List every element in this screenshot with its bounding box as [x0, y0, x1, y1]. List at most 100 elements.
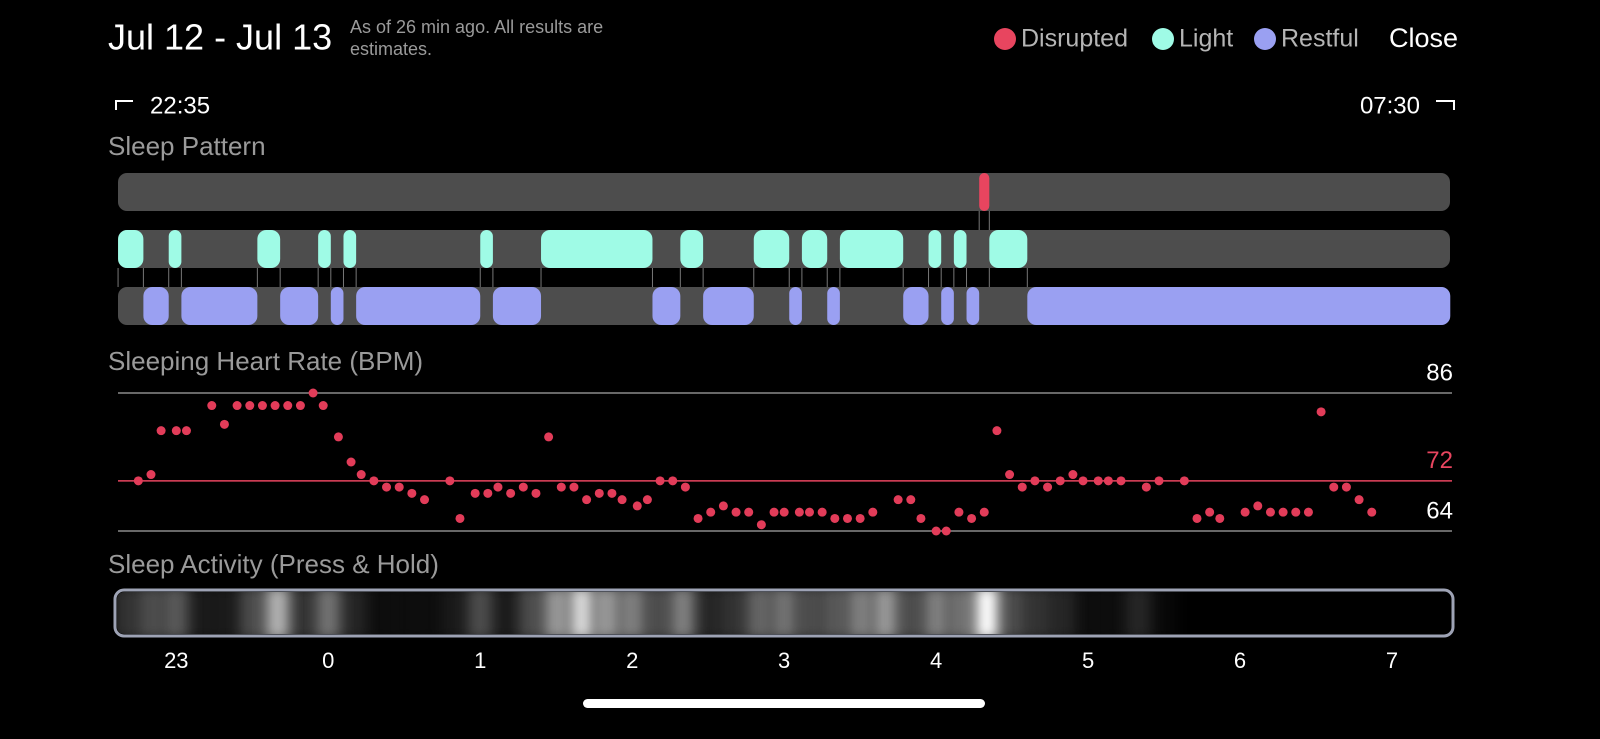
activity-band [974, 592, 1000, 634]
end-time: 07:30 [1360, 92, 1420, 119]
legend-label: Restful [1281, 25, 1359, 53]
heart-rate-point [1055, 476, 1065, 486]
heart-rate-point [954, 507, 964, 517]
activity-band [999, 592, 1025, 634]
activity-band [644, 592, 671, 634]
activity-band [290, 592, 316, 634]
heart-rate-point [318, 401, 328, 411]
x-tick-label: 23 [164, 648, 188, 673]
activity-band [1100, 592, 1127, 634]
heart-rate-point [906, 495, 916, 505]
activity-band [720, 592, 747, 634]
heart-rate-point [794, 507, 804, 517]
end-bracket [1436, 100, 1455, 110]
heart-rate-point [617, 495, 627, 505]
heart-rate-point [1043, 482, 1053, 492]
heart-rate-point [171, 426, 181, 436]
heart-rate-point [804, 507, 814, 517]
sleep-segment [827, 287, 840, 325]
heart-rate-point [407, 488, 417, 498]
activity-band [366, 592, 392, 634]
activity-band [1379, 585, 1404, 641]
activity-band [746, 592, 772, 634]
sleep-segment [989, 230, 1028, 268]
heart-rate-point [992, 426, 1002, 436]
heart-rate-point [893, 495, 903, 505]
heart-rate-point [1329, 482, 1339, 492]
activity-band [1126, 592, 1152, 634]
subtitle: As of 26 min ago. All results are estima… [350, 17, 604, 59]
heart-rate-point [455, 513, 465, 523]
heart-rate-point [1192, 513, 1202, 523]
sleep-segment [181, 287, 258, 325]
heart-rate-point [680, 482, 690, 492]
heart-rate-point [706, 507, 716, 517]
heart-rate-point [569, 482, 579, 492]
y-tick-label: 86 [1426, 359, 1453, 386]
sleep-segment [801, 230, 828, 268]
heart-rate-point [146, 470, 156, 480]
heart-rate-point [1017, 482, 1027, 492]
heart-rate-point [1179, 476, 1189, 486]
activity-band [872, 592, 899, 634]
activity-strip[interactable] [113, 588, 1455, 638]
sleep-segment [903, 287, 929, 325]
heart-rate-point [181, 426, 191, 436]
heart-rate-point [356, 470, 366, 480]
sleep-segment [753, 230, 790, 268]
heart-rate-point [531, 488, 541, 498]
heart-rate-point [483, 488, 493, 498]
heart-rate-point [1093, 476, 1103, 486]
pattern-track [118, 173, 1450, 211]
activity-band [1050, 592, 1076, 634]
sleep-segment [356, 287, 481, 325]
heart-rate-point [1354, 495, 1364, 505]
activity-band [1202, 585, 1227, 641]
section-title: Sleeping Heart Rate (BPM) [108, 346, 423, 376]
sleep-segment [318, 230, 331, 268]
activity-band [847, 592, 873, 634]
activity-band [264, 592, 291, 634]
sleep-segment [953, 230, 967, 268]
heart-rate-point [283, 401, 293, 411]
activity-band [492, 592, 519, 634]
activity-band [1075, 592, 1101, 634]
activity-band [467, 592, 493, 634]
heart-rate-point [156, 426, 166, 436]
heart-rate-point [420, 495, 430, 505]
heart-rate-point [916, 513, 926, 523]
heart-rate-point [394, 482, 404, 492]
heart-rate-point [1240, 507, 1250, 517]
activity-band [543, 592, 569, 634]
x-tick-label: 7 [1386, 648, 1398, 673]
activity-band [1303, 585, 1328, 641]
heart-rate-point [506, 488, 516, 498]
activity-band [594, 592, 620, 634]
heart-rate-point [582, 495, 592, 505]
heart-rate-point [1154, 476, 1164, 486]
heart-rate-point [1367, 507, 1377, 517]
heart-rate-point [346, 457, 356, 467]
activity-band [416, 592, 443, 634]
heart-rate-point [744, 507, 754, 517]
activity-band [239, 592, 265, 634]
home-indicator [583, 699, 985, 708]
heart-rate-point [518, 482, 528, 492]
activity-band [391, 592, 417, 634]
heart-rate-point [868, 507, 878, 517]
activity-band [948, 592, 975, 634]
sleep-segment [680, 230, 704, 268]
heart-rate-point [642, 495, 652, 505]
activity-band [1177, 585, 1202, 641]
sleep-segment [789, 287, 802, 325]
sleep-segment [839, 230, 904, 268]
heart-rate-point [731, 507, 741, 517]
heart-rate-point [842, 513, 852, 523]
heart-rate-point [655, 476, 665, 486]
activity-band [163, 592, 189, 634]
sleep-segment [480, 230, 493, 268]
activity-band [1253, 585, 1278, 641]
close-button[interactable]: Close [1389, 23, 1458, 53]
x-tick-label: 5 [1082, 648, 1094, 673]
